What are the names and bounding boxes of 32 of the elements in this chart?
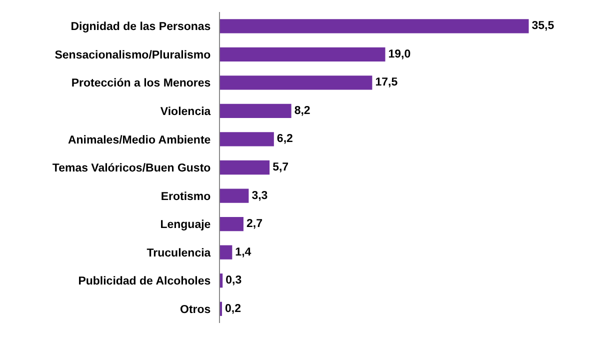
data-label: 5,7	[272, 162, 289, 174]
data-label: 0,2	[225, 302, 241, 315]
y-tick-label: Dignidad de las Personas	[70, 21, 211, 34]
y-tick-label: Animales/Medio Ambiente	[68, 134, 211, 146]
bar	[220, 132, 274, 146]
y-tick-label: Erotismo	[160, 190, 211, 203]
y-tick-label: Lenguaje	[160, 219, 211, 232]
bar	[220, 19, 529, 34]
data-label: 2,7	[246, 218, 262, 230]
y-tick-label: Sensacionalismo/Pluralismo	[54, 49, 211, 62]
y-tick-label: Temas Valóricos/Buen Gusto	[52, 162, 211, 175]
bar	[220, 274, 223, 288]
data-label: 1,4	[235, 246, 252, 258]
y-tick-label: Protección a los Menores	[71, 78, 211, 90]
bar	[220, 160, 270, 175]
data-label: 6,2	[276, 133, 293, 146]
y-tick-label: Truculencia	[146, 247, 212, 260]
y-tick-label: Publicidad de Alcoholes	[78, 276, 211, 288]
bar	[220, 216, 244, 232]
data-label: 35,5	[532, 20, 555, 32]
bar	[220, 47, 386, 62]
bar	[220, 104, 292, 118]
bar	[220, 188, 249, 203]
data-label: 8,2	[294, 104, 310, 117]
data-label: 17,5	[375, 76, 398, 89]
data-label: 19,0	[388, 48, 411, 60]
y-tick-label: Violencia	[160, 106, 212, 118]
bar	[220, 245, 232, 260]
bar	[220, 76, 372, 90]
data-label: 0,3	[226, 274, 242, 287]
y-tick-label: Otros	[180, 304, 211, 316]
data-label: 3,3	[252, 190, 268, 202]
